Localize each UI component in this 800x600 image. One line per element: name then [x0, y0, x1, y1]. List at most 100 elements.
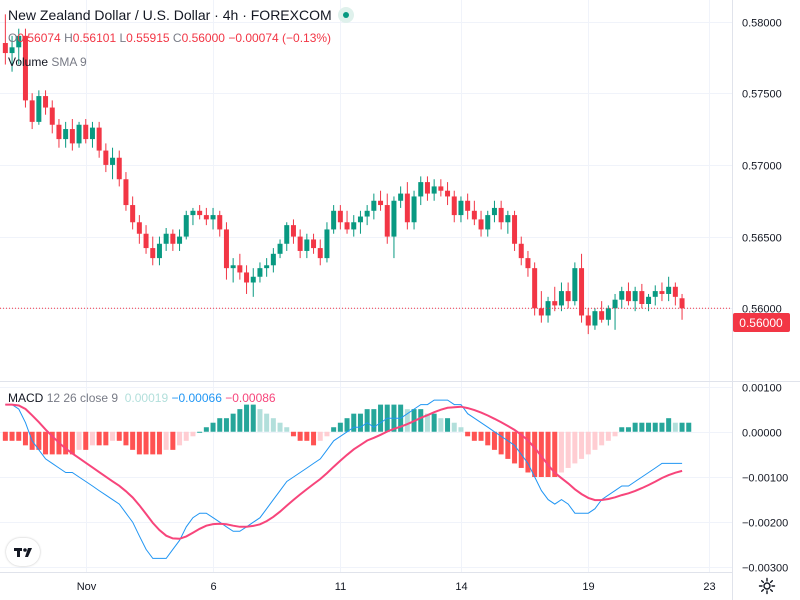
- candle: [183, 210, 189, 240]
- candle: [217, 210, 223, 237]
- candle: [585, 308, 591, 335]
- candle: [331, 205, 337, 234]
- candle: [257, 262, 263, 283]
- candle-body: [485, 215, 491, 230]
- candle-body: [639, 291, 645, 304]
- candle-body: [170, 233, 176, 244]
- macd-histogram-bar: [89, 431, 95, 446]
- candle: [9, 35, 15, 72]
- candle: [123, 172, 129, 211]
- candle: [404, 182, 410, 230]
- macd-histogram-bar: [471, 431, 477, 441]
- macd-histogram-bar: [223, 418, 229, 432]
- high-value: 0.56101: [72, 31, 117, 45]
- high-label: H: [64, 31, 73, 45]
- macd-histogram-bar: [505, 431, 511, 459]
- macd-line: [5, 399, 683, 559]
- candle: [29, 93, 35, 130]
- last-price-badge: 0.56000: [733, 313, 790, 332]
- macd-histogram-bar: [558, 431, 564, 473]
- candle-body: [56, 124, 62, 140]
- candle-body: [22, 35, 28, 101]
- macd-signal-line: [5, 403, 683, 540]
- candle: [230, 258, 236, 283]
- symbol-title[interactable]: New Zealand Dollar / U.S. Dollar · 4h · …: [8, 7, 354, 23]
- candle: [652, 285, 658, 306]
- macd-histogram-bar: [257, 409, 263, 432]
- macd-histogram-bar: [290, 431, 296, 437]
- macd-histogram-bar: [150, 431, 156, 455]
- candle: [625, 282, 631, 306]
- macd-histogram-bar: [431, 413, 437, 432]
- candle-body: [337, 210, 343, 223]
- candle-body: [431, 186, 437, 194]
- candle-body: [357, 216, 363, 223]
- price-tick-label: 0.58000: [742, 18, 782, 30]
- candle-body: [378, 200, 384, 206]
- candle-body: [270, 253, 276, 266]
- macd-legend[interactable]: MACD 12 26 close 9 0.00019 −0.00066 −0.0…: [8, 391, 276, 405]
- macd-histogram-bar: [217, 418, 223, 432]
- candle: [49, 100, 55, 134]
- macd-histogram-bar: [244, 404, 250, 432]
- candle: [210, 207, 216, 230]
- macd-histogram-bar: [619, 427, 625, 432]
- candle-body: [76, 124, 82, 144]
- candle-body: [384, 205, 390, 237]
- macd-histogram-bar: [2, 431, 8, 441]
- market-status-icon[interactable]: [337, 7, 354, 23]
- macd-histogram-bar: [76, 431, 82, 450]
- candle: [69, 119, 75, 151]
- candle-body: [2, 43, 8, 54]
- candle-body: [311, 239, 317, 249]
- macd-histogram-bar: [103, 431, 109, 446]
- candle-body: [625, 291, 631, 302]
- candle-body: [136, 222, 142, 234]
- candle-body: [150, 248, 156, 259]
- candle-body: [143, 233, 149, 249]
- candle: [666, 276, 672, 302]
- candle: [619, 286, 625, 309]
- volume-label: Volume: [8, 55, 49, 69]
- candle-body: [632, 291, 638, 302]
- macd-histogram-bar: [230, 413, 236, 432]
- price-axis: 0.58000 0.57500 0.57000 0.56500 0.56000: [742, 18, 782, 316]
- macd-histogram-value: 0.00019: [124, 391, 169, 405]
- candle: [471, 200, 477, 226]
- candle-body: [652, 291, 658, 297]
- macd-histogram-bar: [679, 422, 685, 432]
- time-tick-label: Nov: [77, 581, 97, 593]
- volume-legend[interactable]: Volume SMA 9: [8, 55, 87, 69]
- candle: [552, 286, 558, 312]
- candle: [418, 176, 424, 206]
- macd-histogram-bar: [378, 404, 384, 432]
- macd-histogram-bar: [270, 418, 276, 432]
- candle-body: [183, 215, 189, 237]
- macd-histogram-bar: [237, 409, 243, 432]
- time-tick-label: 23: [703, 581, 715, 593]
- macd-histogram-bar: [659, 422, 665, 432]
- candle-body: [659, 291, 665, 294]
- candle: [43, 90, 49, 115]
- candle: [398, 186, 404, 208]
- candle-body: [619, 291, 625, 300]
- open-value: 0.56074: [17, 31, 61, 45]
- last-price-text: 0.56000: [739, 316, 783, 330]
- candle-body: [177, 236, 183, 244]
- candle: [110, 147, 116, 180]
- settings-gear-icon[interactable]: [758, 577, 776, 595]
- candle-body: [465, 200, 471, 211]
- price-tick-label: 0.57000: [742, 161, 782, 173]
- macd-histogram-bar: [451, 422, 457, 432]
- macd-histogram-bar: [264, 413, 270, 432]
- candle-body: [451, 196, 457, 216]
- tradingview-logo[interactable]: [6, 538, 40, 566]
- candle: [344, 210, 350, 234]
- macd-histogram-bar: [592, 431, 598, 450]
- macd-histogram-bar: [491, 431, 497, 450]
- macd-histogram-bar: [632, 422, 638, 432]
- candle: [237, 253, 243, 280]
- macd-histogram-bar: [639, 422, 645, 432]
- candle: [290, 219, 296, 244]
